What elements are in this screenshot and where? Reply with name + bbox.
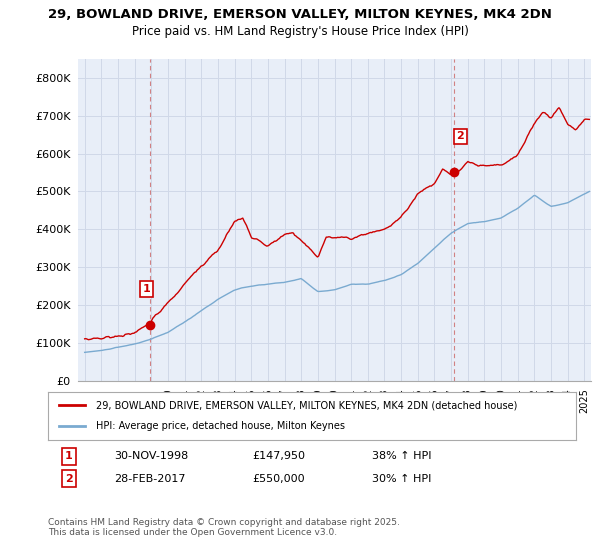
Text: 1: 1: [143, 284, 151, 294]
Text: 30% ↑ HPI: 30% ↑ HPI: [372, 474, 431, 484]
Text: 2: 2: [65, 474, 73, 484]
Text: 29, BOWLAND DRIVE, EMERSON VALLEY, MILTON KEYNES, MK4 2DN (detached house): 29, BOWLAND DRIVE, EMERSON VALLEY, MILTO…: [95, 400, 517, 410]
Text: 29, BOWLAND DRIVE, EMERSON VALLEY, MILTON KEYNES, MK4 2DN: 29, BOWLAND DRIVE, EMERSON VALLEY, MILTO…: [48, 8, 552, 21]
Text: 28-FEB-2017: 28-FEB-2017: [114, 474, 185, 484]
Text: Contains HM Land Registry data © Crown copyright and database right 2025.
This d: Contains HM Land Registry data © Crown c…: [48, 518, 400, 538]
Text: 2: 2: [457, 132, 464, 142]
Text: £550,000: £550,000: [252, 474, 305, 484]
Text: £147,950: £147,950: [252, 451, 305, 461]
Text: 38% ↑ HPI: 38% ↑ HPI: [372, 451, 431, 461]
Text: Price paid vs. HM Land Registry's House Price Index (HPI): Price paid vs. HM Land Registry's House …: [131, 25, 469, 38]
Text: 1: 1: [65, 451, 73, 461]
Text: HPI: Average price, detached house, Milton Keynes: HPI: Average price, detached house, Milt…: [95, 421, 344, 431]
Text: 30-NOV-1998: 30-NOV-1998: [114, 451, 188, 461]
